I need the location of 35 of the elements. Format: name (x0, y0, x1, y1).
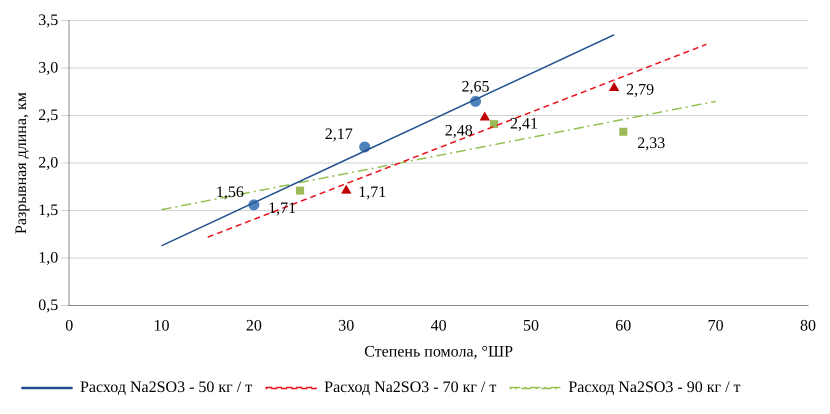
y-tick-label: 2,0 (38, 154, 58, 172)
data-label: 2,41 (510, 115, 538, 132)
y-tick-label: 2,5 (38, 106, 58, 124)
point (341, 185, 352, 194)
data-label: 2,65 (462, 78, 490, 96)
legend-label: Расход Na2SO3 - 90 кг / т (568, 379, 741, 396)
x-tick-label: 30 (338, 317, 354, 334)
x-tick-label: 0 (65, 317, 74, 334)
x-axis-title: Степень помола, °ШР (364, 344, 514, 361)
data-label: 2,17 (324, 126, 353, 144)
x-tick-label: 50 (522, 317, 539, 334)
y-tick-label: 1,0 (38, 249, 58, 266)
legend-label: Расход Na2SO3 - 50 кг / т (80, 379, 252, 396)
y-tick-label: 0,5 (38, 296, 58, 314)
x-tick-label: 40 (430, 317, 447, 334)
data-label: 2,79 (626, 81, 654, 98)
y-tick-label: 3,0 (38, 59, 58, 76)
point (619, 128, 628, 136)
x-tick-label: 20 (246, 317, 262, 334)
x-tick-label: 10 (154, 317, 170, 334)
point (480, 112, 490, 120)
y-tick-label: 1,5 (38, 202, 58, 219)
data-label: 1,71 (358, 184, 386, 201)
data-label: 2,48 (444, 122, 473, 140)
data-label: 2,33 (637, 134, 666, 152)
point (296, 186, 304, 195)
point (609, 82, 619, 92)
data-label: 1,71 (268, 200, 296, 217)
y-tick-label: 3,5 (38, 12, 58, 29)
x-tick-label: 70 (708, 317, 724, 334)
x-tick-label: 60 (615, 317, 632, 334)
legend-label: Расход Na2SO3 - 70 кг / т (324, 379, 496, 396)
data-label: 1,56 (216, 184, 244, 202)
x-tick-label: 80 (800, 317, 816, 334)
y-axis-title: Разрывная длина, км (12, 92, 30, 234)
